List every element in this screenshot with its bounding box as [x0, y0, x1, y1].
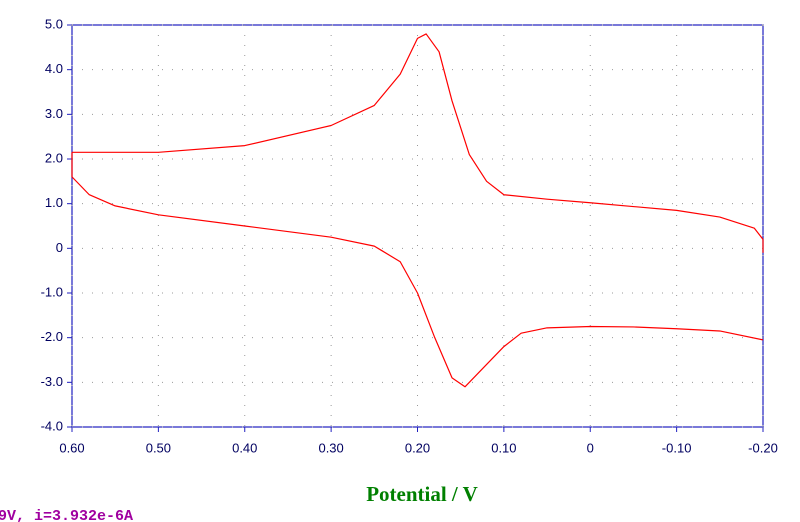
y-tick-label: 5.0 [45, 16, 63, 31]
y-tick-label: -1.0 [41, 284, 63, 299]
x-tick-label: 0.30 [318, 440, 343, 455]
y-tick-label: 3.0 [45, 106, 63, 121]
x-tick-label: 0.40 [232, 440, 257, 455]
x-tick-label: -0.10 [662, 440, 692, 455]
x-tick-label: -0.20 [748, 440, 778, 455]
y-tick-label: 2.0 [45, 150, 63, 165]
y-tick-label: 0 [56, 240, 63, 255]
data-line [71, 33, 764, 388]
x-axis-label: Potential / V [366, 482, 478, 506]
y-tick-label: -2.0 [41, 329, 63, 344]
y-tick-label: -4.0 [41, 418, 63, 433]
y-tick-label: -3.0 [41, 374, 63, 389]
y-tick-label: 1.0 [45, 195, 63, 210]
x-tick-label: 0 [587, 440, 594, 455]
x-tick-label: 0.10 [491, 440, 516, 455]
y-tick-label: 4.0 [45, 61, 63, 76]
x-tick-label: 0.20 [405, 440, 430, 455]
x-tick-label: 0.60 [59, 440, 84, 455]
x-tick-label: 0.50 [146, 440, 171, 455]
status-text: 9V, i=3.932e-6A [0, 508, 133, 522]
